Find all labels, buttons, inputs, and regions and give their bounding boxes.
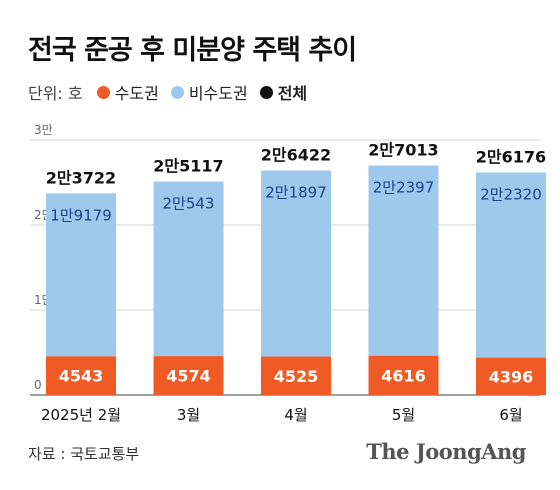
legend-label-noncapital: 비수도권 — [188, 84, 248, 103]
bar-capital — [261, 356, 331, 395]
data-label-total: 2만7013 — [368, 140, 438, 159]
bar-capital — [476, 357, 546, 395]
data-label-noncapital: 2만2320 — [480, 186, 542, 204]
data-label-capital: 4543 — [59, 367, 104, 386]
data-label-capital: 4525 — [274, 367, 319, 386]
legend-label-total: 전체 — [277, 84, 308, 103]
legend-swatch-noncapital — [170, 85, 184, 99]
data-label-noncapital: 1만9179 — [50, 206, 112, 224]
bar-capital — [153, 356, 224, 395]
x-tick-label: 2025년 2월 — [41, 406, 121, 424]
data-label-total: 2만3722 — [46, 168, 116, 187]
legend-item-capital: 수도권 — [96, 80, 159, 104]
y-tick-label: 3만 — [34, 123, 53, 137]
y-tick-label: 0 — [34, 378, 42, 392]
data-label-noncapital: 2만2397 — [373, 178, 435, 196]
bar-noncapital — [368, 165, 439, 356]
bar-noncapital — [476, 172, 546, 358]
x-tick-label: 3월 — [177, 406, 200, 424]
data-label-capital: 4574 — [166, 367, 211, 386]
legend-item-total: 전체 — [259, 80, 308, 104]
unit-label: 단위: 호 — [28, 84, 83, 103]
legend-label-capital: 수도권 — [114, 84, 159, 103]
data-label-noncapital: 2만543 — [163, 195, 215, 213]
legend: 단위: 호 수도권 비수도권 전체 — [28, 80, 319, 104]
legend-swatch-capital — [96, 85, 110, 99]
bar-capital — [368, 355, 439, 395]
source-note: 자료 : 국토교통부 — [28, 445, 140, 463]
data-label-total: 2만5117 — [153, 157, 223, 176]
brand-logo: The JoongAng — [366, 439, 526, 464]
legend-swatch-total — [259, 85, 273, 99]
data-label-total: 2만6176 — [476, 148, 546, 167]
chart-title: 전국 준공 후 미분양 주택 추이 — [28, 35, 357, 66]
x-tick-label: 6월 — [499, 406, 522, 424]
data-label-capital: 4396 — [489, 367, 534, 386]
x-tick-label: 4월 — [284, 406, 307, 424]
bar-noncapital — [153, 181, 224, 357]
data-label-total: 2만6422 — [261, 145, 331, 164]
bar-noncapital — [46, 193, 116, 357]
data-label-capital: 4616 — [381, 366, 426, 385]
legend-item-noncapital: 비수도권 — [170, 80, 248, 104]
bar-capital — [46, 356, 116, 395]
data-label-noncapital: 2만1897 — [265, 183, 327, 201]
x-tick-label: 5월 — [392, 406, 415, 424]
bar-noncapital — [261, 170, 331, 357]
